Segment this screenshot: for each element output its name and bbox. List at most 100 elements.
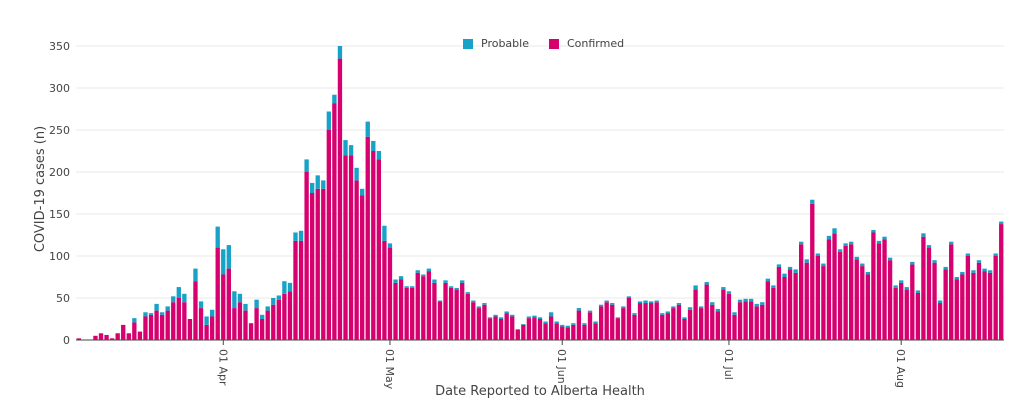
bar-confirmed[interactable] (821, 266, 826, 340)
bar-probable[interactable] (910, 261, 915, 265)
bar-probable[interactable] (949, 241, 954, 245)
bar-confirmed[interactable] (176, 298, 181, 340)
bar-confirmed[interactable] (448, 287, 454, 340)
bar-probable[interactable] (971, 270, 976, 273)
bar-confirmed[interactable] (537, 319, 543, 340)
bar-probable[interactable] (954, 277, 959, 280)
bar-probable[interactable] (776, 264, 782, 267)
bar-confirmed[interactable] (721, 289, 726, 340)
bar-probable[interactable] (987, 270, 993, 273)
bar-confirmed[interactable] (949, 244, 954, 340)
bar-confirmed[interactable] (849, 244, 854, 340)
bar-probable[interactable] (576, 308, 582, 311)
bar-confirmed[interactable] (915, 292, 921, 340)
bar-confirmed[interactable] (187, 319, 193, 340)
bar-probable[interactable] (810, 199, 815, 204)
bar-probable[interactable] (815, 253, 821, 256)
bar-probable[interactable] (760, 302, 765, 305)
bar-probable[interactable] (660, 313, 665, 315)
bar-confirmed[interactable] (754, 306, 759, 340)
bar-confirmed[interactable] (159, 314, 165, 340)
bar-probable[interactable] (960, 271, 965, 275)
bar-probable[interactable] (532, 315, 537, 318)
bar-probable[interactable] (943, 266, 948, 270)
bar-confirmed[interactable] (221, 274, 226, 340)
bar-confirmed[interactable] (382, 240, 387, 340)
bar-probable[interactable] (332, 94, 337, 104)
bar-probable[interactable] (765, 278, 770, 282)
bar-probable[interactable] (621, 306, 626, 309)
bar-confirmed[interactable] (76, 338, 81, 340)
bar-probable[interactable] (176, 287, 181, 298)
bar-confirmed[interactable] (904, 289, 909, 340)
bar-confirmed[interactable] (665, 313, 670, 340)
bar-confirmed[interactable] (810, 203, 815, 340)
bar-probable[interactable] (493, 314, 498, 317)
bar-probable[interactable] (782, 273, 787, 277)
bar-probable[interactable] (293, 232, 298, 241)
bar-confirmed[interactable] (832, 233, 837, 340)
bar-confirmed[interactable] (421, 276, 426, 340)
bar-probable[interactable] (265, 306, 270, 311)
bar-confirmed[interactable] (354, 180, 359, 340)
bar-confirmed[interactable] (304, 172, 309, 340)
bar-probable[interactable] (787, 266, 793, 270)
bar-probable[interactable] (354, 167, 359, 181)
bar-probable[interactable] (310, 182, 315, 193)
bar-probable[interactable] (965, 253, 971, 256)
bar-confirmed[interactable] (154, 310, 159, 340)
bar-confirmed[interactable] (982, 271, 987, 340)
bar-probable[interactable] (526, 316, 532, 319)
bar-confirmed[interactable] (682, 319, 687, 340)
bar-probable[interactable] (221, 249, 226, 275)
bar-confirmed[interactable] (776, 266, 782, 340)
bar-confirmed[interactable] (293, 240, 298, 340)
legend-item-confirmed[interactable]: Confirmed (548, 37, 624, 50)
bar-probable[interactable] (682, 317, 687, 319)
bar-confirmed[interactable] (765, 281, 770, 340)
bar-confirmed[interactable] (876, 243, 882, 340)
bar-probable[interactable] (387, 243, 393, 248)
bar-probable[interactable] (171, 296, 176, 303)
bar-probable[interactable] (732, 312, 737, 315)
bar-confirmed[interactable] (115, 333, 120, 340)
bar-confirmed[interactable] (660, 314, 665, 340)
bar-confirmed[interactable] (426, 271, 432, 340)
bar-confirmed[interactable] (799, 244, 804, 340)
bar-confirmed[interactable] (843, 245, 848, 340)
bar-confirmed[interactable] (476, 308, 482, 340)
bar-probable[interactable] (360, 188, 365, 196)
bar-probable[interactable] (615, 317, 620, 319)
bar-confirmed[interactable] (893, 287, 898, 340)
bar-confirmed[interactable] (615, 318, 620, 340)
bar-probable[interactable] (471, 300, 476, 303)
bar-confirmed[interactable] (404, 287, 409, 340)
bar-confirmed[interactable] (899, 282, 904, 340)
bar-probable[interactable] (371, 140, 376, 151)
bar-probable[interactable] (398, 276, 404, 280)
bar-confirmed[interactable] (671, 308, 676, 340)
bar-confirmed[interactable] (109, 338, 115, 340)
bar-probable[interactable] (632, 313, 637, 315)
bar-confirmed[interactable] (782, 277, 787, 340)
bar-probable[interactable] (854, 256, 859, 260)
bar-probable[interactable] (843, 243, 848, 246)
bar-confirmed[interactable] (371, 151, 376, 340)
bar-probable[interactable] (365, 121, 370, 137)
bar-probable[interactable] (487, 317, 493, 319)
bar-confirmed[interactable] (626, 298, 632, 340)
bar-probable[interactable] (515, 329, 520, 330)
bar-probable[interactable] (243, 303, 248, 311)
bar-probable[interactable] (999, 221, 1004, 225)
bar-confirmed[interactable] (515, 329, 520, 340)
bar-confirmed[interactable] (826, 239, 832, 340)
bar-confirmed[interactable] (454, 289, 459, 340)
bar-confirmed[interactable] (387, 247, 393, 340)
bar-probable[interactable] (271, 298, 276, 305)
bar-probable[interactable] (465, 292, 470, 294)
bar-probable[interactable] (904, 287, 909, 290)
bar-confirmed[interactable] (232, 308, 237, 340)
bar-confirmed[interactable] (465, 293, 470, 340)
bar-confirmed[interactable] (237, 302, 243, 340)
bar-probable[interactable] (510, 314, 515, 317)
